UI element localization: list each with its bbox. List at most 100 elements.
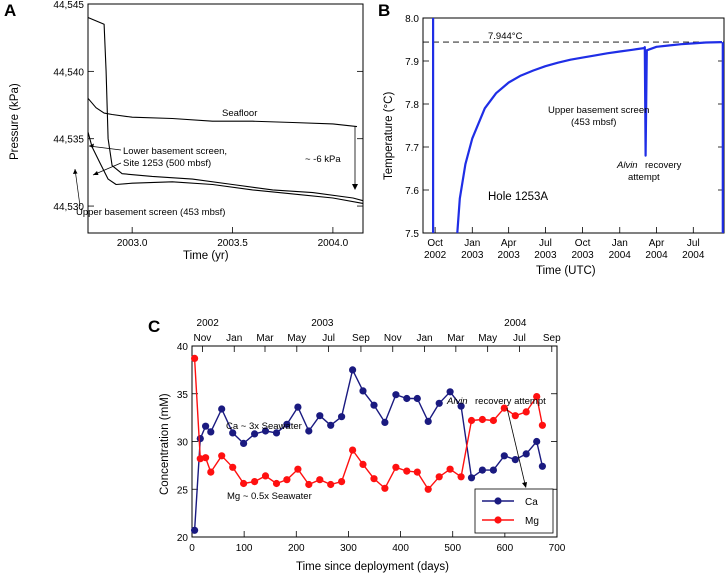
panel-c-x-tick-label: 0 — [189, 543, 195, 554]
anno-lower-arrowhead-2 — [93, 171, 99, 175]
panel-b-series — [432, 18, 724, 234]
panel-c-top-year-label: 2002 — [197, 318, 220, 329]
panel-c-mg-point — [207, 468, 215, 476]
panel-c-mg-point — [305, 480, 313, 489]
panel-c-mg-point — [413, 468, 421, 476]
panel-c-ca-point — [467, 474, 476, 482]
panel-c-y-tick-label: 30 — [177, 438, 189, 449]
panel-c-top-month-label: Sep — [352, 333, 370, 344]
panel-a-y-ticks: 44,530 44,535 44,540 44,545 — [53, 0, 363, 213]
anno-b-453: (453 mbsf) — [571, 117, 616, 128]
panel-c-mg-point — [533, 393, 541, 401]
panel-b-x-tick-year: 2003 — [498, 250, 521, 261]
panel-c-ca-point — [392, 391, 400, 399]
legend-mg-marker — [494, 516, 502, 524]
anno-b-upper-screen: Upper basement screen — [548, 105, 649, 116]
panel-c-ca-point — [500, 452, 508, 460]
panel-c-ca-point — [261, 427, 270, 435]
panel-c-legend: Ca Mg — [474, 488, 554, 534]
panel-c-series — [191, 354, 547, 534]
panel-c-mg-point — [511, 412, 519, 420]
anno-6kpa-arrowhead — [352, 184, 358, 190]
panel-b-x-ticks: Oct2002Jan2003Apr2003Jul2003Oct2003Jan20… — [424, 227, 705, 261]
panel-b-series-line — [456, 41, 723, 234]
legend-mg-label: Mg — [525, 516, 539, 527]
panel-c-ca-point — [478, 466, 486, 474]
panel-a-y-tick-label: 44,545 — [53, 0, 84, 11]
panel-c-x-tick-label: 100 — [236, 543, 253, 554]
panel-c-top-month-label: May — [478, 333, 497, 344]
panel-c-letter: C — [148, 317, 160, 336]
panel-c-mg-point — [283, 476, 291, 484]
panel-c-top-month-label: Nov — [384, 333, 402, 344]
panel-c-ca-point — [229, 429, 237, 437]
panel-a-x-tick-label: 2003.0 — [117, 238, 148, 249]
panel-c-x-tick-label: 200 — [288, 543, 305, 554]
panel-b-x-tick-month: Jul — [539, 238, 552, 249]
panel-c-top-year-label: 2003 — [311, 318, 334, 329]
panel-c-ca-point — [316, 412, 324, 420]
panel-c-y-tick-label: 20 — [177, 533, 189, 544]
panel-c-ca-point — [251, 430, 259, 438]
panel-b-reference-label: 7.944°C — [488, 31, 523, 42]
anno-b-hole: Hole 1253A — [488, 191, 548, 203]
panel-c-mg-point — [370, 475, 378, 483]
panel-c-mg-point — [191, 354, 199, 362]
panel-c-x-tick-label: 400 — [392, 543, 409, 554]
panel-c-ca-point — [533, 437, 541, 446]
panel-a-series-line — [87, 131, 364, 204]
panel-c-ca-point — [424, 417, 432, 425]
panel-c-ca-point — [381, 418, 389, 426]
panel-b-y-tick-label: 7.6 — [405, 186, 419, 197]
panel-a-frame — [87, 3, 364, 234]
panel-c-mg-point — [538, 421, 547, 429]
panel-a-y-tick-label: 44,535 — [53, 135, 84, 146]
panel-c-mg-point — [338, 478, 346, 486]
panel-c-ca-point — [403, 394, 411, 403]
panel-a-y-tick-label: 44,530 — [53, 202, 84, 213]
anno-c-mg: Mg ~ 0.5x Seawater — [227, 491, 312, 502]
panel-b-x-tick-month: Oct — [427, 238, 443, 249]
anno-c-ca: Ca ~ 3x Seawater — [226, 421, 302, 432]
panel-c-ca-point — [283, 420, 291, 428]
panel-c-mg-point — [316, 476, 324, 484]
panel-b-x-tick-year: 2004 — [682, 250, 705, 261]
panel-c-ca-point — [202, 422, 210, 430]
panel-c-top-month-label: Sep — [543, 333, 561, 344]
panel-b-x-tick-year: 2003 — [534, 250, 557, 261]
legend-ca-marker — [494, 497, 502, 505]
panel-b-y-tick-label: 7.9 — [405, 57, 419, 68]
panel-c-ca-point — [240, 439, 248, 447]
panel-c-ca-point — [191, 526, 199, 534]
panel-c-top-month-label: Jul — [322, 333, 335, 344]
panel-c-x-tick-label: 700 — [549, 543, 566, 554]
panel-a-series-line — [87, 97, 358, 128]
panel-b-x-tick-month: Oct — [575, 238, 591, 249]
panel-c-ca-point — [327, 421, 335, 429]
panel-b-y-tick-label: 8.0 — [405, 14, 419, 25]
anno-c-recovery: recovery attempt — [475, 396, 546, 407]
panel-c-ca-point — [489, 466, 497, 474]
panel-c-y-tick-label: 40 — [177, 342, 189, 353]
panel-c-ca-point — [457, 402, 465, 410]
panel-b-x-tick-month: Apr — [649, 238, 665, 249]
panel-c-top-month-label: Mar — [447, 333, 465, 344]
panel-b-x-tick-month: Jan — [612, 238, 628, 249]
panel-c-top-month-label: Jan — [226, 333, 242, 344]
anno-upper-screen: Upper basement screen (453 mbsf) — [76, 207, 225, 218]
anno-lower-screen-1: Lower basement screen, — [123, 146, 227, 157]
panel-c-ca-point — [511, 456, 519, 464]
panel-c-mg-point — [240, 479, 248, 488]
panel-a-letter: A — [4, 1, 16, 20]
panel-c: C 20 25 30 35 40 0 100 200 300 400 500 600 700 Nov J… — [148, 317, 566, 573]
panel-c-ca-point — [338, 413, 346, 421]
panel-c-mg-point — [489, 416, 497, 425]
panel-b-x-tick-month: Apr — [501, 238, 517, 249]
panel-c-mg-point — [294, 465, 302, 473]
panel-c-mg-point — [272, 479, 281, 488]
panel-b-x-tick-year: 2002 — [424, 250, 447, 261]
panel-a-x-tick-label: 2003.5 — [217, 238, 248, 249]
panel-a-x-tick-label: 2004.0 — [318, 238, 349, 249]
